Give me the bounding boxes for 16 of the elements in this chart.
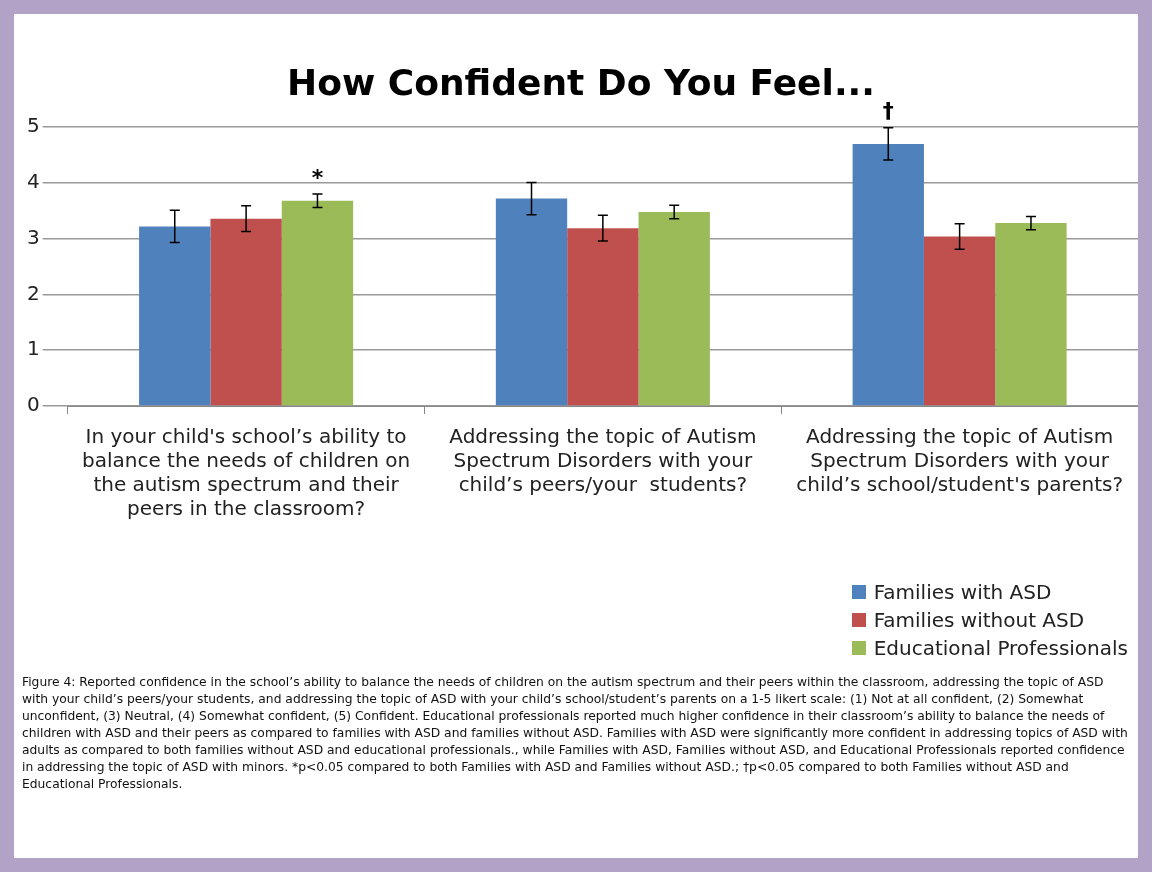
x-tick-label: Addressing the topic of Autism Spectrum Disorders with your child’s school/student's parents?	[796, 424, 1124, 497]
y-tick-label: 4	[26, 169, 40, 194]
x-tick-label: In your child's school’s ability to balance the needs of children on the autism spectrum and their peers in the classroom?	[82, 424, 411, 521]
y-tick-label: 3	[26, 224, 40, 249]
caption: Figure 4: Reported confidence in the school’s ability to balance the needs of children on the autism spectrum and their peers within the classroom, addressing the topic of ASD with your child’s peers/your students, and addressing the topic of ASD with your child’s school/student’s parents on a 1-5 likert scale: (1) Not at all confident, (2) Somewhat unconfident, (3) Neutral, (4) Somewhat confident, (5) Confident. Educational professionals reported much higher confidence in their classroom’s ability to balance the needs of children with ASD and their peers as compared to families with ASD and families without ASD. Families with ASD were significantly more confident in addressing topics of ASD with adults as compared to both families without ASD and educational professionals., while Families with ASD, Families without ASD, and Educational Professionals reported confidence in addressing the topic of ASD with minors. *p<0.05 compared to both Families with ASD and Families without ASD.; †p<0.05 compared to both Families without ASD and Educational Professionals.	[22, 674, 1129, 793]
text: †	[882, 98, 894, 124]
y-tick-label: 1	[26, 336, 40, 361]
legend-label: Families without ASD	[872, 608, 1086, 632]
annotation: *	[311, 164, 324, 190]
chart-title: How Confident Do You Feel...	[287, 61, 875, 103]
y-tick-label: 0	[26, 392, 40, 417]
x-tick-label: Addressing the topic of Autism Spectrum Disorders with your child’s peers/your students?	[449, 424, 757, 497]
legend-label: Families with ASD	[872, 580, 1053, 604]
y-tick-label: 2	[26, 280, 40, 305]
legend-label: Educational Professionals	[872, 636, 1128, 660]
y-tick-label: 5	[26, 113, 40, 138]
